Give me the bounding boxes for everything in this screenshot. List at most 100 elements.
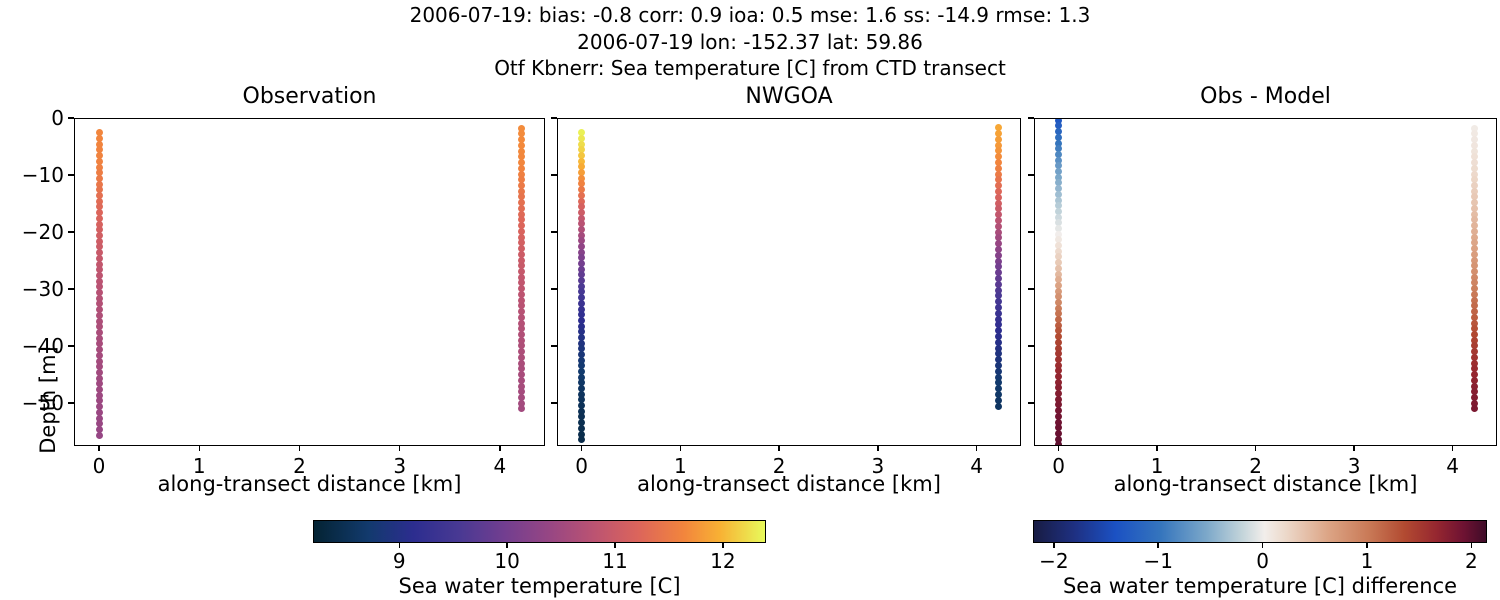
x-tick-label: 0 [575, 454, 589, 478]
data-dot [1470, 130, 1478, 138]
data-dot [1055, 384, 1063, 392]
data-dot [578, 299, 586, 307]
y-tick [551, 174, 557, 176]
data-dot [578, 174, 586, 182]
data-dot [95, 311, 103, 319]
data-dot [1470, 273, 1478, 281]
x-axis-label: along-transect distance [km] [637, 472, 941, 496]
data-dot [578, 311, 586, 319]
data-dot [95, 254, 103, 262]
data-dot [578, 282, 586, 290]
data-dot [994, 402, 1002, 410]
data-dot [95, 431, 103, 439]
data-dot [95, 391, 103, 399]
suptitle-location: 2006-07-19 lon: -152.37 lat: 59.86 [577, 30, 923, 54]
data-dot [578, 248, 586, 256]
data-dot [518, 199, 526, 207]
data-dot [95, 249, 103, 257]
y-tick-label: −50 [21, 391, 64, 416]
data-dot [1470, 399, 1478, 407]
x-tick [580, 446, 583, 451]
data-dot [518, 285, 526, 293]
y-tick [1028, 345, 1034, 347]
data-dot [994, 176, 1002, 184]
colorbar-label: Sea water temperature [C] [398, 574, 681, 598]
x-tick-label: 2 [772, 454, 786, 478]
data-dot [518, 348, 526, 356]
data-dot [518, 302, 526, 310]
data-dot [518, 382, 526, 390]
y-tick [551, 345, 557, 347]
axes-frame [557, 118, 1021, 446]
data-dot [95, 163, 103, 171]
data-dot [1055, 224, 1063, 232]
data-dot [1470, 388, 1478, 396]
x-tick [398, 446, 401, 451]
data-dot [95, 180, 103, 188]
data-dot [1470, 222, 1478, 230]
data-dot [994, 263, 1002, 271]
colorbar-tick-label: −2 [1039, 549, 1069, 573]
data-dot [95, 232, 103, 239]
data-dot [95, 140, 103, 148]
y-tick [68, 117, 74, 119]
data-dot [518, 147, 526, 155]
data-dot [578, 424, 586, 432]
y-tick-label: −20 [21, 220, 64, 245]
data-dot [95, 368, 103, 376]
data-dot [1470, 371, 1478, 379]
data-dot [1055, 122, 1063, 130]
data-dot [994, 321, 1002, 329]
data-dot [578, 152, 586, 160]
data-dot [1055, 133, 1063, 141]
data-dot [95, 271, 103, 279]
data-dot [578, 356, 586, 364]
data-dot [95, 283, 103, 291]
data-dot [518, 267, 526, 275]
data-dot [95, 266, 103, 274]
data-dot [95, 346, 103, 354]
data-dot [994, 274, 1002, 282]
data-dot [1470, 319, 1478, 327]
data-dot [1055, 293, 1063, 301]
data-dot [95, 220, 103, 228]
data-dot [518, 399, 526, 407]
x-tick-label: 4 [970, 454, 983, 478]
data-dot [1470, 199, 1478, 207]
data-dot [1055, 441, 1063, 446]
data-dot [994, 390, 1002, 398]
data-dot [95, 135, 103, 143]
x-tick [1254, 446, 1257, 451]
data-dot [578, 430, 586, 438]
plot-area-nwgoa [557, 118, 1021, 446]
data-dot [994, 361, 1002, 369]
colorbar-tick [722, 543, 724, 548]
data-dot [518, 250, 526, 258]
data-dot [1470, 313, 1478, 321]
data-dot [994, 141, 1002, 149]
data-dot [994, 257, 1002, 265]
data-dot [578, 345, 586, 353]
data-dot [578, 157, 586, 165]
data-dot [1470, 164, 1478, 172]
data-dot [578, 225, 586, 233]
y-tick-label: −30 [21, 277, 64, 302]
data-dot [1055, 316, 1063, 324]
colorbar-tick-label: 11 [602, 549, 628, 573]
data-dot [95, 169, 103, 177]
data-dot [1470, 330, 1478, 338]
axes-frame [74, 118, 545, 446]
data-dot [95, 186, 103, 194]
data-dot [1470, 256, 1478, 264]
data-dot [994, 199, 1002, 207]
data-dot [518, 290, 526, 298]
data-dot [95, 226, 103, 234]
data-dot [1470, 393, 1478, 401]
data-dot [1055, 128, 1063, 136]
data-dot [518, 296, 526, 304]
x-tick [98, 446, 100, 451]
data-dot [1055, 219, 1063, 227]
x-axis-label: along-transect distance [km] [1113, 472, 1418, 496]
x-tick [877, 446, 879, 451]
data-dot [95, 157, 103, 165]
